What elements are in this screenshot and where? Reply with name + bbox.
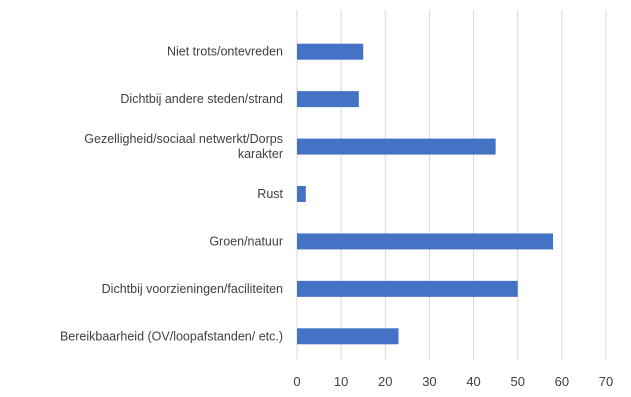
bar	[297, 280, 518, 297]
x-tick-label: 30	[422, 374, 436, 389]
x-tick-label: 40	[466, 374, 480, 389]
category-label: Rust	[257, 187, 283, 201]
x-tick-label: 20	[378, 374, 392, 389]
bar	[297, 91, 359, 108]
category-label: Dichtbij andere steden/strand	[120, 92, 283, 106]
category-label: karakter	[238, 147, 283, 161]
category-label: Gezelligheid/sociaal netwerkt/Dorps	[84, 132, 283, 146]
x-tick-label: 60	[555, 374, 569, 389]
x-tick-label: 10	[334, 374, 348, 389]
x-tick-label: 0	[293, 374, 300, 389]
bar	[297, 138, 496, 155]
bar	[297, 233, 554, 250]
x-tick-label: 70	[599, 374, 613, 389]
category-label: Groen/natuur	[209, 234, 283, 248]
category-label: Bereikbaarheid (OV/loopafstanden/ etc.)	[60, 329, 283, 343]
bar	[297, 43, 364, 60]
category-label: Niet trots/ontevreden	[167, 45, 283, 59]
x-tick-label: 50	[510, 374, 524, 389]
category-label: Dichtbij voorzieningen/faciliteiten	[102, 282, 283, 296]
bar	[297, 186, 306, 202]
bar	[297, 328, 399, 345]
